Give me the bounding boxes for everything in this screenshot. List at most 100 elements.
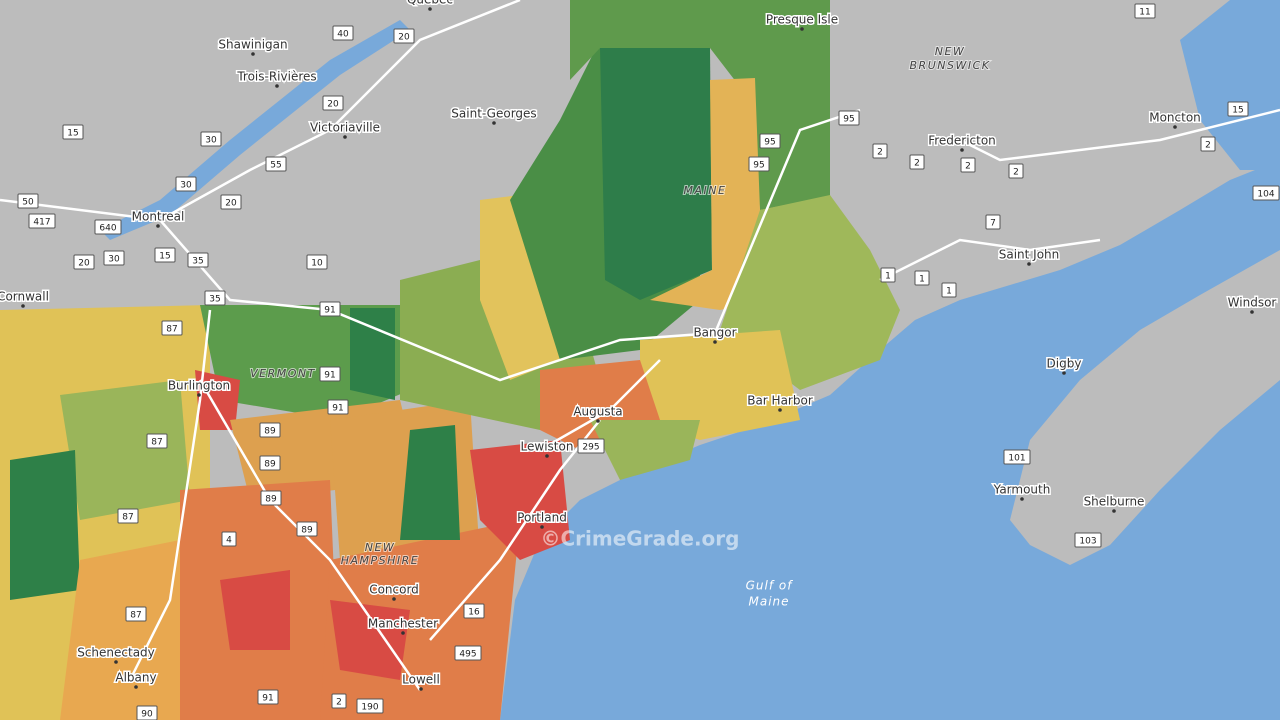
region-label: NEW: [935, 45, 966, 58]
highway-number: 30: [180, 181, 192, 191]
highway-number: 30: [108, 255, 120, 265]
place-label: Portland: [517, 511, 567, 525]
highway-shield: [332, 25, 354, 41]
highway-number: 1: [946, 287, 952, 297]
highway-number: 7: [990, 219, 996, 229]
highway-number: 417: [33, 218, 50, 228]
place-dot: [713, 340, 717, 344]
highway-shield: [1200, 136, 1216, 152]
highway-shield: [259, 422, 281, 438]
county: [195, 370, 240, 430]
place-label: Digby: [1047, 357, 1082, 371]
road: [128, 309, 212, 681]
highway-number: 190: [361, 703, 378, 713]
highway-shield: [28, 213, 56, 229]
place-dot: [1112, 509, 1116, 513]
highway-number: 15: [159, 252, 170, 262]
place-label: Shawinigan: [218, 38, 287, 52]
place-dot: [401, 631, 405, 635]
highway-number: 640: [99, 224, 116, 234]
highway-shield: [260, 490, 282, 506]
highway-shield: [1008, 163, 1024, 179]
road: [879, 238, 1101, 282]
highway-number: 101: [1008, 454, 1025, 464]
highway-number: 4: [226, 536, 232, 546]
highway-number: 20: [225, 199, 237, 209]
highway-shield: [748, 156, 770, 172]
place-label: Manchester: [368, 617, 438, 631]
place-label: Moncton: [1149, 111, 1201, 125]
county: [10, 450, 80, 600]
road: [159, 108, 861, 382]
place-label: Lewiston: [521, 440, 574, 454]
place-label: Burlington: [168, 379, 230, 393]
highway-shield: [306, 254, 328, 270]
highway-number: 87: [122, 513, 133, 523]
highway-shield: [17, 193, 39, 209]
highway-number: 87: [166, 325, 177, 335]
highway-number: 95: [753, 161, 764, 171]
highway-shield: [296, 521, 318, 537]
highway-shield: [257, 689, 279, 705]
highway-shield: [154, 247, 176, 263]
highway-number: 1: [885, 272, 891, 282]
highway-number: 30: [205, 136, 217, 146]
place-label: Albany: [115, 671, 156, 685]
highway-shield: [221, 531, 237, 547]
highway-number: 95: [843, 115, 854, 125]
highway-shield: [94, 219, 122, 235]
highway-number: 91: [262, 694, 273, 704]
highway-number: 15: [1232, 106, 1243, 116]
highway-shield: [220, 194, 242, 210]
highway-shield: [909, 154, 925, 170]
highway-number: 495: [459, 650, 476, 660]
county: [60, 540, 200, 720]
place-label: Montreal: [132, 210, 185, 224]
place-label: Cornwall: [0, 290, 49, 304]
highway-shield: [960, 157, 976, 173]
highway-number: 11: [1139, 8, 1150, 18]
highway-shield: [1227, 101, 1249, 117]
highway-number: 2: [1205, 141, 1211, 151]
place-dot: [197, 393, 201, 397]
nova-scotia: [1010, 250, 1280, 565]
place-label: Victoriaville: [310, 121, 380, 135]
highway-number: 87: [151, 438, 162, 448]
highway-shield: [872, 143, 888, 159]
highway-number: 1: [919, 275, 925, 285]
highway-shield: [204, 290, 226, 306]
highway-number: 104: [1257, 190, 1274, 200]
highway-shield: [985, 214, 1001, 230]
highway-number: 89: [301, 526, 313, 536]
highway-shield: [117, 508, 139, 524]
place-label: Schenectady: [77, 646, 155, 660]
region-label: Gulf of: [746, 579, 794, 593]
highway-shield: [146, 433, 168, 449]
highway-number: 295: [582, 443, 599, 453]
highway-number: 50: [22, 198, 34, 208]
road: [539, 359, 661, 452]
highway-number: 89: [264, 460, 276, 470]
ocean: [500, 160, 1280, 720]
highway-shield: [356, 698, 384, 714]
highway-number: 2: [914, 159, 920, 169]
highway-shield: [941, 282, 957, 298]
place-dot: [343, 135, 347, 139]
county: [600, 48, 712, 300]
highway-number: 15: [67, 129, 78, 139]
highway-number: 20: [398, 33, 410, 43]
highway-number: 20: [327, 100, 339, 110]
place-dot: [1020, 497, 1024, 501]
place-dot: [156, 224, 160, 228]
county: [640, 330, 800, 440]
place-dot: [21, 304, 25, 308]
place-dot: [134, 685, 138, 689]
county: [60, 380, 190, 520]
place-label: Québec: [407, 0, 453, 7]
highway-number: 40: [337, 30, 349, 40]
place-dot: [800, 27, 804, 31]
place-label: Saint John: [999, 248, 1060, 262]
